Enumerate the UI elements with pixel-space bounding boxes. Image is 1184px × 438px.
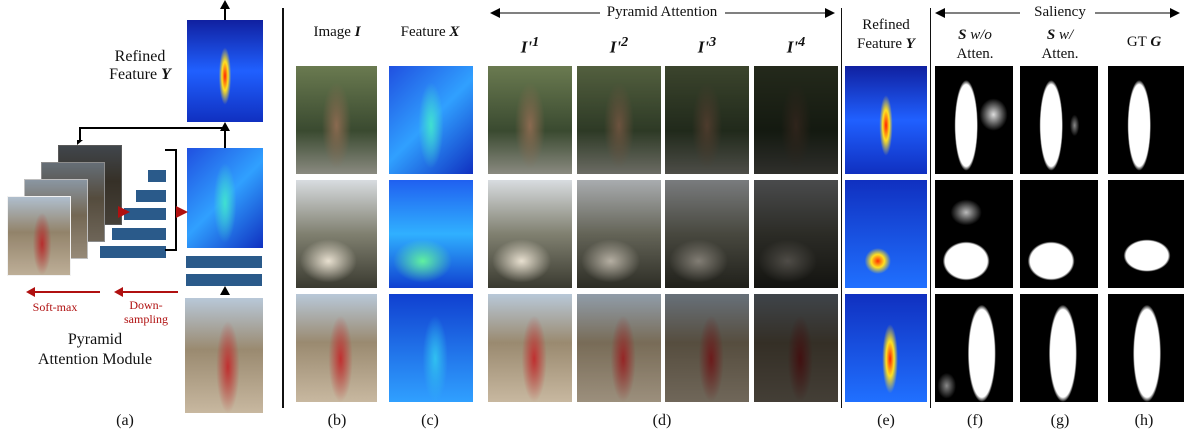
symbol: I' xyxy=(698,38,709,57)
attention-map xyxy=(665,66,749,174)
attention-map xyxy=(488,180,572,288)
symbol: I' xyxy=(787,38,798,57)
symbol: I xyxy=(355,24,361,40)
attention-map xyxy=(488,294,572,402)
attention-map xyxy=(577,180,661,288)
attention-map xyxy=(665,180,749,288)
refined-map xyxy=(845,66,927,174)
saliency-map xyxy=(1108,294,1184,402)
saliency-map xyxy=(935,180,1013,288)
sup: 4 xyxy=(798,34,805,50)
column-header: I'1 xyxy=(521,34,539,58)
saliency-map xyxy=(1020,66,1098,174)
attention-map xyxy=(754,66,838,174)
panel-label: (c) xyxy=(421,412,439,430)
sup: 1 xyxy=(532,34,539,50)
attention-map xyxy=(488,66,572,174)
saliency-map xyxy=(1108,66,1184,174)
column-header: S w/o Atten. xyxy=(956,26,993,64)
saliency-map xyxy=(935,294,1013,402)
attention-map xyxy=(577,294,661,402)
column-header: Image I xyxy=(313,24,360,41)
sup: 2 xyxy=(621,34,628,50)
image-tile xyxy=(296,66,377,174)
panel-label: (f) xyxy=(967,412,983,430)
refined-map xyxy=(845,180,927,288)
feature-map xyxy=(389,66,473,174)
text: Atten. xyxy=(1041,46,1078,62)
panel-label: (d) xyxy=(653,412,672,430)
column-header: I'3 xyxy=(698,34,716,58)
panel-label: (g) xyxy=(1051,412,1070,430)
saliency-map xyxy=(1108,180,1184,288)
panel-label: (e) xyxy=(877,412,895,430)
column-header: I'2 xyxy=(610,34,628,58)
divider xyxy=(930,8,931,408)
text: Atten. xyxy=(956,46,993,62)
column-header: Feature X xyxy=(401,24,460,41)
group-header: Pyramid Attention xyxy=(607,4,717,21)
text: Feature xyxy=(401,24,446,40)
column-header: GT G xyxy=(1127,34,1161,51)
text: w/o xyxy=(970,27,992,43)
symbol: G xyxy=(1150,34,1161,50)
attention-map xyxy=(665,294,749,402)
symbol: X xyxy=(449,24,459,40)
symbol: I' xyxy=(610,38,621,57)
text: w/ xyxy=(1059,27,1073,43)
image-tile xyxy=(296,180,377,288)
text: Image xyxy=(313,24,350,40)
saliency-map xyxy=(1020,294,1098,402)
sup: 3 xyxy=(709,34,716,50)
group-header: Saliency xyxy=(1034,4,1086,21)
panel-label: (b) xyxy=(328,412,347,430)
divider xyxy=(841,8,842,408)
column-header: S w/Atten. xyxy=(1041,26,1078,64)
symbol: S xyxy=(958,27,966,43)
refined-map xyxy=(845,294,927,402)
figure: RefinedFeature Y Soft-max Down-sampling … xyxy=(0,0,1184,438)
saliency-map xyxy=(935,66,1013,174)
text: GT xyxy=(1127,34,1147,50)
attention-map xyxy=(754,180,838,288)
column-header: Refined Feature Y xyxy=(857,16,915,54)
divider xyxy=(282,8,284,408)
text: Feature xyxy=(857,36,902,52)
column-header: I'4 xyxy=(787,34,805,58)
image-tile xyxy=(296,294,377,402)
feature-map xyxy=(389,294,473,402)
feature-map xyxy=(389,180,473,288)
symbol: S xyxy=(1047,27,1055,43)
text: Refined xyxy=(862,17,909,33)
symbol: I' xyxy=(521,38,532,57)
attention-map xyxy=(754,294,838,402)
attention-map xyxy=(577,66,661,174)
panel-label: (h) xyxy=(1135,412,1154,430)
arrows xyxy=(0,0,282,420)
symbol: Y xyxy=(906,36,915,52)
saliency-map xyxy=(1020,180,1098,288)
